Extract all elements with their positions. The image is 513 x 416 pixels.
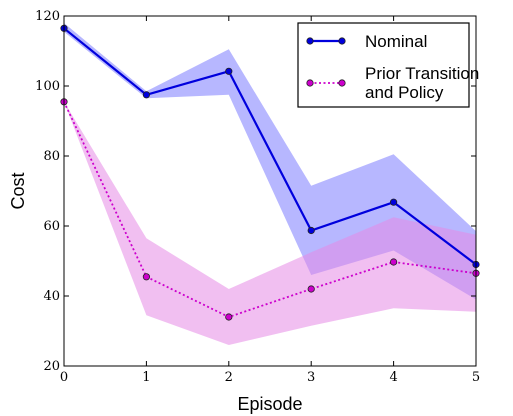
y-tick-label-4: 100: [35, 79, 60, 94]
y-tick-label-2: 60: [43, 219, 60, 234]
confidence-bands: [64, 23, 476, 345]
x-tick-label-1: 1: [142, 370, 150, 385]
legend-label-series-1-line-1: and Policy: [365, 83, 444, 102]
y-tick-label-0: 20: [43, 359, 60, 374]
plot-frame: [63, 15, 477, 367]
band-series-1: [64, 101, 476, 345]
line-series-1: [63, 101, 477, 318]
legend-label-series-0: Nominal: [365, 32, 427, 51]
y-tick-label-3: 80: [43, 149, 60, 164]
legend-marker-series-1-0: [306, 79, 314, 87]
x-tick-label-5: 5: [472, 370, 480, 385]
y-tick-label-5: 120: [35, 9, 60, 24]
legend-label-series-1-line-0: Prior Transition: [365, 64, 479, 83]
x-tick-label-2: 2: [225, 370, 233, 385]
y-axis-label: Cost: [8, 172, 28, 209]
point-series-1-2: [225, 313, 233, 321]
y-tick-label-1: 40: [43, 289, 60, 304]
x-axis-label: Episode: [237, 394, 302, 414]
x-tick-label-0: 0: [60, 370, 68, 385]
point-series-1-3: [307, 285, 315, 293]
legend-box: [297, 22, 470, 108]
point-series-0-3: [307, 226, 315, 235]
legend-marker-series-0-1: [338, 37, 346, 45]
point-series-0-4: [389, 198, 398, 206]
point-series-1-1: [142, 273, 150, 281]
point-series-0-1: [142, 91, 150, 99]
legend-marker-series-1-1: [338, 79, 346, 87]
series-lines: [63, 27, 477, 318]
axis-ticks: 0 1 2 3 4 5 20 40 60 80 100 120: [35, 9, 480, 385]
point-series-1-4: [389, 258, 398, 266]
line-series-0: [63, 27, 477, 266]
point-series-0-2: [225, 67, 233, 75]
x-tick-label-3: 3: [307, 370, 315, 385]
legend-marker-series-0-0: [306, 37, 314, 45]
x-tick-label-4: 4: [389, 370, 397, 385]
